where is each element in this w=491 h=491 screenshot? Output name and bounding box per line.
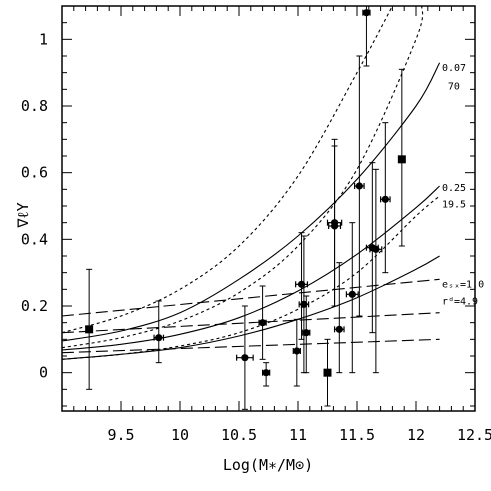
x-tick-label: 10.5 [221, 426, 257, 444]
circle-marker [297, 280, 306, 288]
circle-marker [335, 325, 343, 333]
dotted-model-curve [62, 6, 424, 349]
data-point [85, 268, 94, 390]
y-tick-label: 0.6 [21, 164, 48, 182]
circle-marker [362, 9, 371, 17]
curve-labels: 0.07 70 0.25 19.5 eₛₓ=1.0 rᵈ=4.9 [442, 63, 484, 307]
dotted-model-curve [62, 6, 393, 334]
circle-marker [330, 222, 339, 230]
curve-label: 0.25 [442, 183, 466, 194]
data-point [345, 222, 359, 374]
circle-marker [355, 182, 363, 190]
x-tick-label: 9.5 [107, 426, 134, 444]
x-tick-label: 10 [171, 426, 189, 444]
data-points [85, 6, 406, 410]
data-point [262, 362, 271, 387]
plot-frame [61, 5, 476, 412]
circle-marker [372, 245, 380, 253]
y-tick-label: 0.2 [21, 297, 48, 315]
model-curves [62, 6, 441, 360]
circle-marker [293, 347, 301, 355]
data-point [236, 305, 254, 410]
data-point [323, 338, 332, 407]
curve-label: eₛₓ=1.0 [442, 280, 484, 291]
data-point [292, 318, 301, 387]
dotted-model-curve [62, 195, 440, 360]
data-point [397, 68, 406, 247]
x-axis-title: Log(M∗/M⊙) [223, 456, 313, 474]
y-tick-labels: 0 0.2 0.4 0.6 0.8 1 [21, 30, 48, 381]
curve-label: 19.5 [442, 200, 466, 211]
circle-marker [381, 195, 389, 203]
y-tick-label: 1 [39, 30, 48, 48]
y-tick-label: 0.4 [21, 230, 48, 248]
data-point [295, 232, 309, 340]
data-point [354, 55, 365, 317]
circle-marker [348, 290, 356, 298]
dashed-model-curve [62, 338, 440, 354]
solid-model-curve [62, 62, 441, 342]
square-marker [397, 155, 406, 164]
x-tick-label: 11 [289, 426, 307, 444]
square-marker [85, 325, 94, 334]
data-point [328, 145, 342, 307]
curve-label: 0.07 [442, 63, 466, 74]
circle-marker [300, 300, 308, 308]
data-point [380, 122, 391, 274]
solid-model-curve [62, 255, 440, 360]
circle-marker [262, 369, 270, 377]
x-tick-label: 12.5 [457, 426, 491, 444]
data-point [302, 295, 311, 374]
x-tick-label: 11.5 [339, 426, 375, 444]
y-tick-label: 0 [39, 364, 48, 382]
dashed-model-curve [62, 278, 440, 317]
data-point [362, 6, 371, 67]
circle-marker [302, 329, 310, 337]
axis-ticks [62, 5, 476, 411]
data-point [153, 300, 165, 364]
y-axis-title: ∇ℓΥ [14, 202, 32, 228]
circle-marker [155, 334, 163, 342]
data-point [333, 262, 345, 374]
x-tick-labels: 9.5 10 10.5 11 11.5 12 12.5 [107, 426, 491, 444]
x-tick-label: 12 [407, 426, 425, 444]
square-marker [323, 368, 332, 377]
y-tick-label: 0.8 [21, 97, 48, 115]
curve-label: 70 [448, 81, 460, 92]
curve-label: rᵈ=4.9 [442, 296, 478, 307]
dashed-model-curve [62, 312, 440, 334]
data-point [369, 168, 383, 374]
data-point [258, 285, 267, 360]
solid-model-curve [62, 185, 440, 351]
circle-marker [259, 319, 267, 327]
circle-marker [241, 354, 249, 362]
